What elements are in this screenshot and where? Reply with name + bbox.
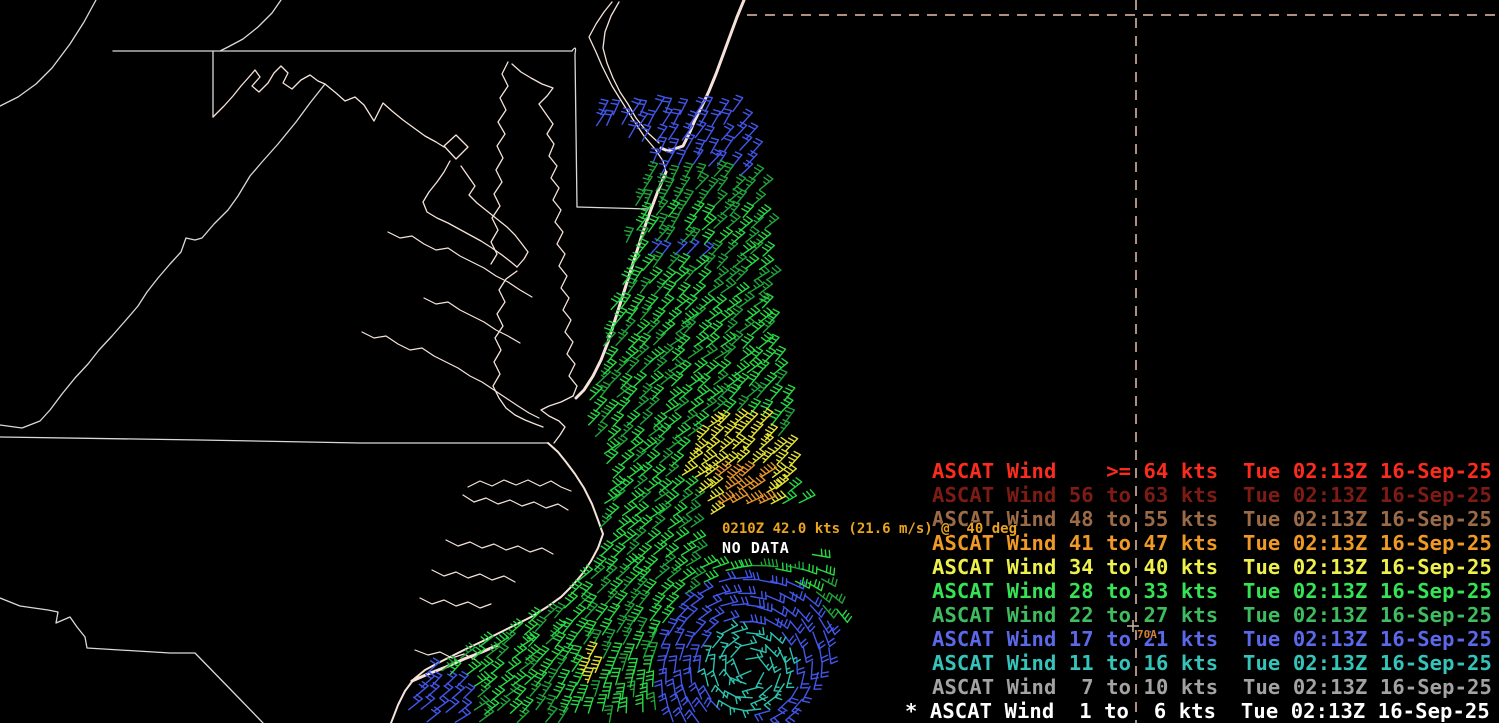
coastline-path bbox=[443, 134, 469, 160]
coastline-path bbox=[467, 479, 572, 492]
coastline-path bbox=[431, 569, 516, 583]
coastline-path bbox=[540, 395, 574, 444]
coastline-path bbox=[414, 649, 477, 661]
legend-row--64[interactable]: ASCAT Wind >= 64 kts Tue 02:13Z 16-Sep-2… bbox=[932, 459, 1492, 483]
border-path bbox=[576, 206, 649, 210]
coastline-path bbox=[490, 61, 509, 265]
legend-row-11-16[interactable]: ASCAT Wind 11 to 16 kts Tue 02:13Z 16-Se… bbox=[932, 651, 1492, 675]
coastline-path bbox=[492, 270, 544, 428]
coastline-path bbox=[419, 597, 492, 609]
point-marker-label: 70A bbox=[1137, 628, 1157, 641]
no-data-label: NO DATA bbox=[722, 539, 790, 557]
state-borders bbox=[0, 0, 649, 723]
coastline-path bbox=[511, 63, 578, 397]
coastline-path bbox=[212, 65, 445, 148]
legend-row-1-6[interactable]: * ASCAT Wind 1 to 6 kts Tue 02:13Z 16-Se… bbox=[905, 699, 1490, 723]
border-path bbox=[0, 83, 326, 429]
legend-row-7-10[interactable]: ASCAT Wind 7 to 10 kts Tue 02:13Z 16-Sep… bbox=[932, 675, 1492, 699]
coastline-path bbox=[390, 442, 604, 723]
coastline-path bbox=[602, 1, 660, 144]
wind-barbs-27d844 bbox=[448, 199, 853, 714]
wind-barbs-e3932a bbox=[714, 460, 777, 505]
border-path bbox=[0, 0, 97, 107]
coastline-path bbox=[387, 231, 533, 298]
border-path bbox=[0, 436, 549, 444]
legend-row-34-40[interactable]: ASCAT Wind 34 to 40 kts Tue 02:13Z 16-Se… bbox=[932, 555, 1492, 579]
coastline-path bbox=[423, 297, 521, 344]
legend-row-48-55[interactable]: ASCAT Wind 48 to 55 kts Tue 02:13Z 16-Se… bbox=[932, 507, 1492, 531]
wind-barb-field bbox=[408, 94, 853, 723]
range-crosshair[interactable] bbox=[747, 0, 1499, 723]
wind-barbs-4156e8 bbox=[408, 94, 841, 723]
border-path bbox=[571, 47, 578, 208]
coastline-path bbox=[460, 165, 529, 268]
cursor-sample-readout: 0210Z 42.0 kts (21.6 m/s) @ 40 deg bbox=[722, 521, 1018, 537]
legend-row-56-63[interactable]: ASCAT Wind 56 to 63 kts Tue 02:13Z 16-Se… bbox=[932, 483, 1492, 507]
legend-row-22-27[interactable]: ASCAT Wind 22 to 27 kts Tue 02:13Z 16-Se… bbox=[932, 603, 1492, 627]
legend-row-28-33[interactable]: ASCAT Wind 28 to 33 kts Tue 02:13Z 16-Se… bbox=[932, 579, 1492, 603]
border-path bbox=[0, 597, 264, 723]
coastline-path bbox=[422, 160, 518, 268]
legend-row-41-47[interactable]: ASCAT Wind 41 to 47 kts Tue 02:13Z 16-Se… bbox=[932, 531, 1492, 555]
wind-barbs-e2e135 bbox=[578, 407, 802, 684]
wind-barbs-2cc2ae bbox=[697, 619, 801, 719]
point-marker-cross bbox=[1127, 620, 1139, 632]
wind-barbs-1fa23a bbox=[441, 159, 846, 723]
border-path bbox=[219, 0, 282, 52]
coastline-path bbox=[361, 331, 540, 419]
legend-row-17-21[interactable]: ASCAT Wind 17 to 21 kts Tue 02:13Z 16-Se… bbox=[932, 627, 1492, 651]
coastline-path bbox=[445, 539, 554, 555]
coastline-path bbox=[659, 0, 746, 153]
coastline-path bbox=[462, 494, 569, 511]
